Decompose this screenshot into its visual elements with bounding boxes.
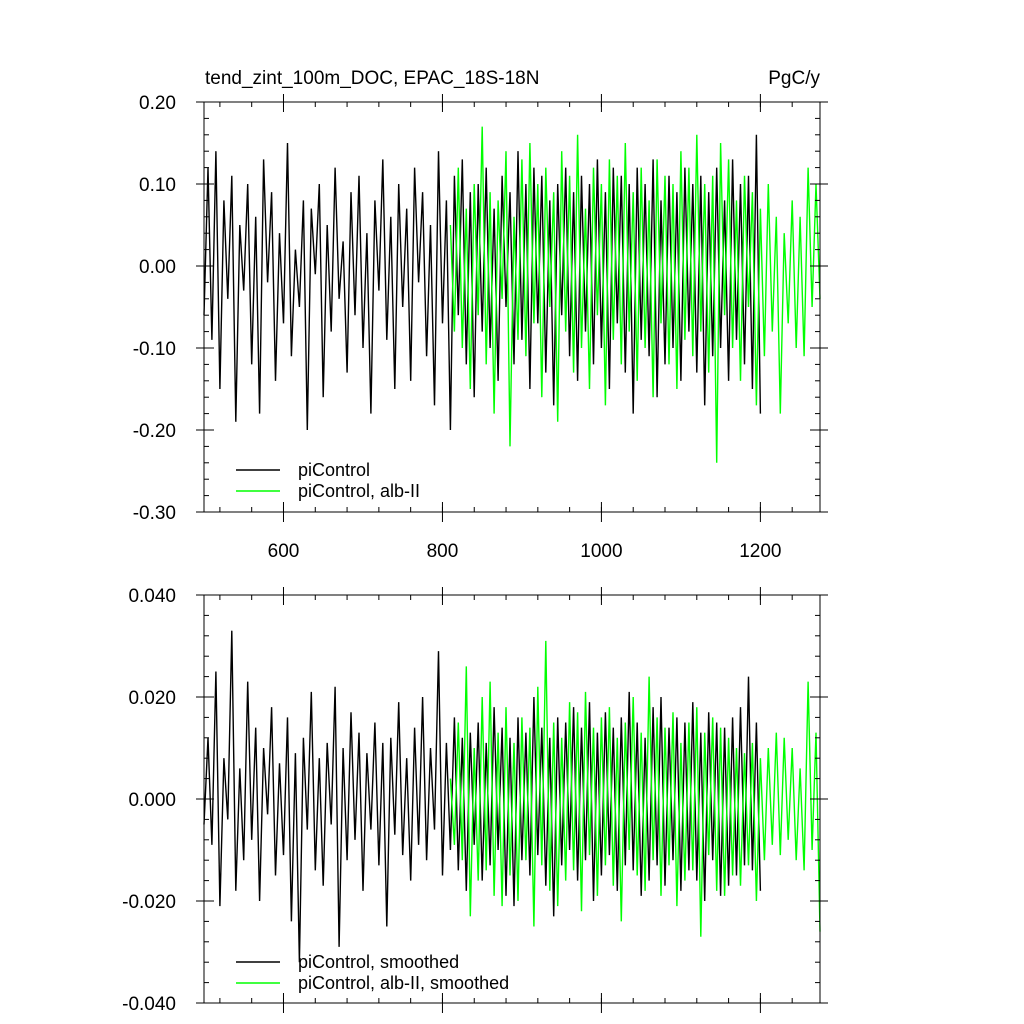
bottom-y-tick-label: -0.020 — [122, 892, 176, 913]
top-y-tick-label: 0.00 — [139, 257, 176, 278]
top-y-tick-label: 0.10 — [139, 175, 176, 196]
top-series-line-1 — [449, 126, 821, 463]
bottom-y-tick-label: 0.040 — [128, 586, 176, 607]
bottom-tick-layer: 0.040 0.020 0.000 -0.020 -0.040 — [122, 586, 828, 1015]
top-series-layer — [203, 126, 821, 463]
top-y-tick-label: -0.20 — [133, 421, 176, 442]
top-plot-frame — [203, 101, 821, 513]
legend-label-alb-ii: piControl, alb-II — [298, 481, 420, 501]
top-x-tick-label: 600 — [268, 541, 300, 562]
chart-title: tend_zint_100m_DOC, EPAC_18S-18N — [205, 68, 539, 89]
top-series-line-0 — [203, 134, 762, 431]
top-panel: 0.20 0.10 0.00 -0.10 -0.20 -0.30 600 800 1000 120… — [133, 93, 828, 562]
bottom-series-line-1 — [449, 640, 821, 937]
top-x-tick-label: 1200 — [739, 541, 781, 562]
legend-label-alb-ii-smoothed: piControl, alb-II, smoothed — [298, 973, 509, 993]
legend-label-picontrol-smoothed: piControl, smoothed — [298, 952, 459, 972]
bottom-y-tick-label: 0.000 — [128, 790, 176, 811]
bottom-panel: 0.040 0.020 0.000 -0.020 -0.040 piControl, s… — [122, 586, 828, 1015]
top-y-tick-label: -0.10 — [133, 339, 176, 360]
bottom-series-line-0 — [203, 630, 762, 963]
top-x-tick-label: 800 — [427, 541, 459, 562]
bottom-y-tick-label: -0.040 — [122, 994, 176, 1015]
chart-units: PgC/y — [768, 68, 820, 89]
top-x-tick-label: 1000 — [580, 541, 622, 562]
top-y-tick-label: -0.30 — [133, 503, 176, 524]
bottom-y-tick-label: 0.020 — [128, 688, 176, 709]
bottom-legend: piControl, smoothed piControl, alb-II, s… — [236, 952, 509, 993]
legend-label-picontrol: piControl — [298, 460, 370, 480]
top-y-tick-label: 0.20 — [139, 93, 176, 114]
top-tick-layer: 0.20 0.10 0.00 -0.10 -0.20 -0.30 600 800 1000 120… — [133, 93, 828, 562]
top-legend: piControl piControl, alb-II — [236, 460, 420, 501]
bottom-series-layer — [203, 630, 821, 963]
